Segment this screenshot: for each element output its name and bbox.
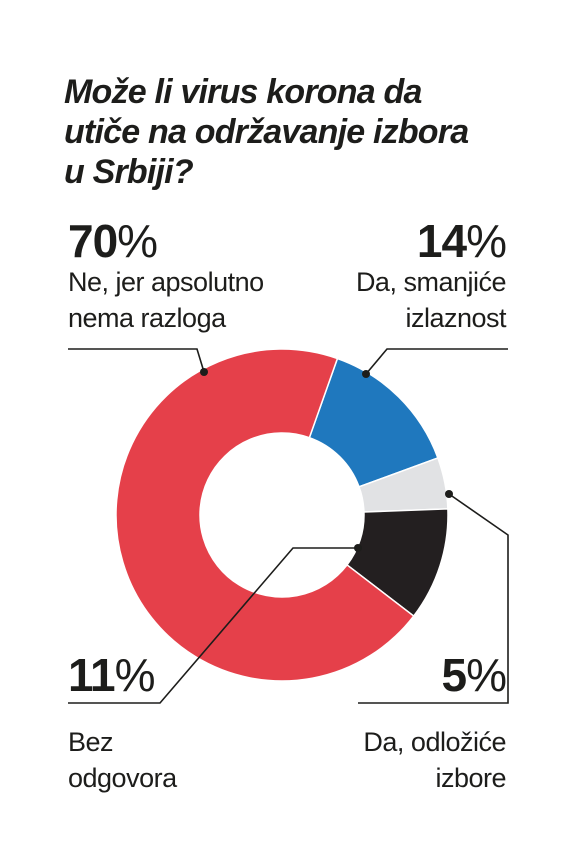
leader-line-da-izlaznost — [365, 348, 508, 375]
leader-line-da-odlozice — [358, 493, 509, 704]
slice-value-da-odlozice: 5% — [441, 649, 507, 701]
slice-value-bez: 11% — [68, 649, 156, 701]
leader-line-bez — [68, 547, 358, 704]
leader-dot-da-odlozice — [445, 490, 453, 498]
slice-value-da-izlaznost: 14% — [416, 215, 507, 267]
slice-ne — [115, 348, 415, 682]
leader-dot-bez — [354, 544, 362, 552]
slice-label-bez: Bez odgovora — [68, 727, 177, 793]
title-line-2: utiče na održavanje izbora — [64, 113, 469, 151]
chart-title: Može li virus korona da utiče na održava… — [64, 72, 534, 192]
title-line-3: u Srbiji? — [64, 153, 194, 191]
title-line-1: Može li virus korona da — [64, 73, 422, 111]
slice-label-ne: Ne, jer apsolutno nema razloga — [68, 267, 264, 333]
slice-label-da-odlozice: Da, odložiće izbore — [363, 727, 506, 793]
slice-label-da-izlaznost: Da, smanjiće izlaznost — [355, 267, 507, 333]
leader-dot-ne — [200, 368, 208, 376]
leader-dot-da-izlaznost — [362, 370, 370, 378]
leader-line-ne — [68, 348, 205, 373]
slice-value-ne: 70% — [68, 215, 158, 267]
